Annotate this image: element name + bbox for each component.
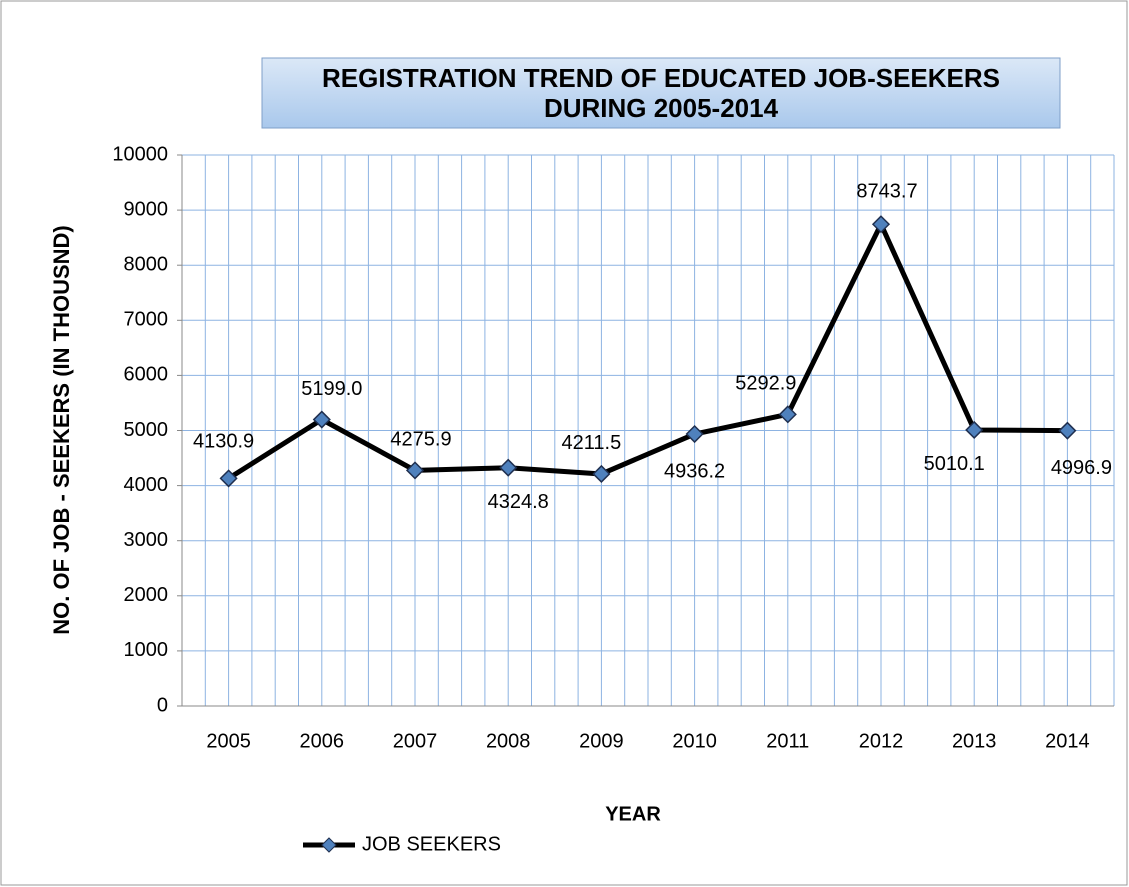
- y-tick-label: 3000: [124, 529, 169, 551]
- y-tick-label: 6000: [124, 364, 169, 386]
- x-tick-label: 2010: [672, 730, 717, 752]
- data-label: 4936.2: [664, 460, 725, 482]
- legend-marker: [321, 837, 337, 853]
- y-tick-label: 7000: [124, 309, 169, 331]
- x-tick-label: 2013: [952, 730, 997, 752]
- marker: [685, 424, 704, 444]
- data-label: 4275.9: [390, 429, 451, 451]
- y-axis-label: NO. OF JOB - SEEKERS (IN THOUSND): [49, 225, 74, 634]
- data-label: 5010.1: [924, 453, 985, 475]
- y-tick-label: 2000: [124, 584, 169, 606]
- x-tick-label: 2011: [766, 730, 809, 752]
- marker: [965, 420, 984, 440]
- marker: [592, 464, 611, 484]
- x-tick-label: 2007: [393, 730, 438, 752]
- data-label: 5199.0: [301, 378, 362, 400]
- legend-label: JOB SEEKERS: [362, 833, 501, 855]
- x-axis-label: YEAR: [605, 803, 661, 825]
- y-tick-label: 10000: [112, 143, 168, 165]
- marker: [405, 461, 425, 480]
- chart-title: DURING 2005-2014: [544, 93, 779, 123]
- x-tick-label: 2009: [579, 730, 624, 752]
- marker: [219, 469, 238, 488]
- marker: [871, 215, 891, 234]
- marker: [312, 410, 331, 429]
- y-tick-label: 5000: [124, 419, 169, 441]
- chart-title: REGISTRATION TREND OF EDUCATED JOB-SEEKE…: [322, 63, 1000, 93]
- x-tick-label: 2006: [300, 730, 345, 752]
- title-box: [261, 57, 1061, 129]
- data-label: 4211.5: [562, 432, 622, 454]
- y-tick-label: 4000: [124, 474, 169, 496]
- data-label: 4130.9: [193, 431, 254, 453]
- data-label: 4324.8: [488, 491, 549, 513]
- y-tick-label: 0: [157, 694, 168, 716]
- y-tick-label: 8000: [124, 253, 169, 275]
- y-tick-label: 9000: [124, 198, 169, 220]
- data-label: 4996.9: [1051, 457, 1112, 479]
- data-label: 8743.7: [856, 181, 917, 203]
- series-line: [227, 221, 1068, 481]
- marker: [778, 405, 797, 424]
- marker: [1058, 421, 1077, 440]
- x-tick-label: 2005: [206, 730, 251, 752]
- data-label: 5292.9: [735, 373, 796, 395]
- y-tick-label: 1000: [124, 639, 169, 661]
- x-tick-label: 2012: [859, 730, 904, 752]
- x-tick-label: 2014: [1045, 730, 1090, 752]
- x-tick-label: 2008: [486, 730, 531, 752]
- marker: [499, 458, 518, 477]
